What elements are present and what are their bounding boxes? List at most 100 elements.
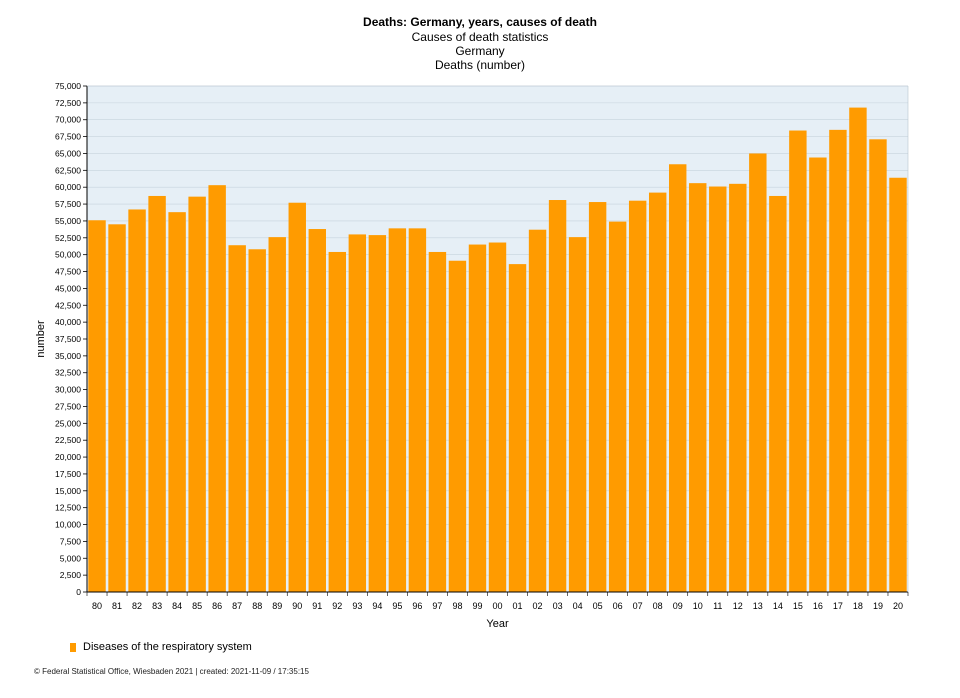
x-tick-label: 84 — [172, 601, 182, 611]
x-tick-label: 87 — [232, 601, 242, 611]
y-tick-label: 67,500 — [55, 132, 81, 142]
x-tick-label: 91 — [312, 601, 322, 611]
bar-13 — [749, 153, 767, 592]
y-tick-label: 72,500 — [55, 98, 81, 108]
y-tick-label: 10,000 — [55, 520, 81, 530]
bar-09 — [669, 164, 687, 592]
y-tick-label: 30,000 — [55, 385, 81, 395]
x-tick-label: 89 — [272, 601, 282, 611]
bar-81 — [108, 224, 126, 592]
x-tick-label: 90 — [292, 601, 302, 611]
x-tick-label: 14 — [773, 601, 783, 611]
bar-86 — [208, 185, 226, 592]
x-tick-label: 83 — [152, 601, 162, 611]
bar-14 — [769, 195, 787, 592]
y-tick-label: 57,500 — [55, 199, 81, 209]
bar-17 — [829, 129, 847, 592]
bar-00 — [488, 242, 507, 593]
bar-82 — [128, 209, 146, 593]
bar-85 — [188, 196, 206, 593]
y-axis-title: number — [35, 320, 47, 358]
y-tick-label: 75,000 — [55, 81, 81, 91]
bar-07 — [628, 200, 647, 592]
x-tick-label: 88 — [252, 601, 262, 611]
bar-19 — [869, 139, 887, 593]
y-tick-label: 45,000 — [55, 283, 81, 293]
x-tick-label: 08 — [653, 601, 663, 611]
x-tick-label: 15 — [793, 601, 803, 611]
bar-18 — [849, 107, 867, 593]
chart-subtitle-region: Germany — [455, 44, 505, 58]
bar-10 — [689, 183, 707, 593]
x-tick-label: 10 — [693, 601, 703, 611]
x-tick-label: 05 — [593, 601, 603, 611]
y-tick-label: 50,000 — [55, 250, 81, 260]
x-tick-label: 85 — [192, 601, 202, 611]
x-tick-label: 16 — [813, 601, 823, 611]
y-tick-label: 70,000 — [55, 115, 81, 125]
x-tick-label: 02 — [533, 601, 543, 611]
bar-89 — [268, 237, 286, 592]
legend-swatch — [70, 642, 76, 652]
x-tick-label: 81 — [112, 601, 122, 611]
x-tick-label: 97 — [432, 601, 442, 611]
x-tick-label: 19 — [873, 601, 883, 611]
x-tick-label: 96 — [412, 601, 422, 611]
x-tick-label: 01 — [513, 601, 523, 611]
bar-92 — [328, 251, 347, 592]
chart-legend: Diseases of the respiratory system — [70, 641, 252, 653]
bar-94 — [368, 235, 387, 593]
y-tick-label: 60,000 — [55, 182, 81, 192]
bar-15 — [789, 130, 807, 592]
bar-96 — [408, 228, 427, 592]
bar-97 — [428, 251, 447, 592]
y-tick-label: 32,500 — [55, 368, 81, 378]
x-tick-label: 92 — [332, 601, 342, 611]
x-tick-label: 09 — [673, 601, 683, 611]
bar-20 — [889, 177, 907, 592]
bar-06 — [608, 221, 627, 592]
y-tick-label: 62,500 — [55, 165, 81, 175]
x-tick-label: 80 — [92, 601, 102, 611]
bar-04 — [568, 237, 587, 592]
x-axis-title: Year — [486, 618, 509, 630]
y-tick-label: 27,500 — [55, 401, 81, 411]
copyright-footer: © Federal Statistical Office, Wiesbaden … — [34, 667, 309, 676]
x-tick-label: 82 — [132, 601, 142, 611]
bar-87 — [228, 245, 246, 593]
bar-03 — [548, 200, 567, 592]
bar-11 — [709, 186, 727, 592]
y-tick-label: 42,500 — [55, 300, 81, 310]
chart-title: Deaths: Germany, years, causes of death — [363, 15, 597, 29]
chart-subtitle-source: Causes of death statistics — [411, 30, 549, 44]
x-tick-label: 98 — [452, 601, 462, 611]
bar-98 — [448, 260, 467, 592]
x-tick-label: 04 — [573, 601, 583, 611]
x-tick-label: 86 — [212, 601, 222, 611]
chart-subtitle-measure: Deaths (number) — [434, 58, 526, 72]
y-tick-label: 15,000 — [55, 486, 81, 496]
x-tick-label: 94 — [372, 601, 382, 611]
y-tick-label: 55,000 — [55, 216, 81, 226]
x-tick-label: 07 — [633, 601, 643, 611]
bar-93 — [348, 234, 367, 592]
y-tick-label: 40,000 — [55, 317, 81, 327]
bar-99 — [468, 244, 487, 592]
y-tick-label: 37,500 — [55, 334, 81, 344]
bar-95 — [388, 228, 407, 592]
x-tick-label: 00 — [492, 601, 502, 611]
bar-90 — [288, 202, 306, 592]
bar-08 — [648, 192, 667, 592]
bar-16 — [809, 157, 827, 593]
chart-titles: Deaths: Germany, years, causes of death … — [0, 14, 960, 72]
x-tick-label: 11 — [713, 601, 722, 611]
x-tick-label: 12 — [733, 601, 743, 611]
y-tick-label: 0 — [76, 587, 81, 597]
x-tick-label: 17 — [833, 601, 843, 611]
y-tick-label: 17,500 — [55, 469, 81, 479]
bar-88 — [248, 249, 266, 592]
y-tick-label: 52,500 — [55, 233, 81, 243]
bar-05 — [588, 202, 607, 592]
x-tick-label: 95 — [392, 601, 402, 611]
